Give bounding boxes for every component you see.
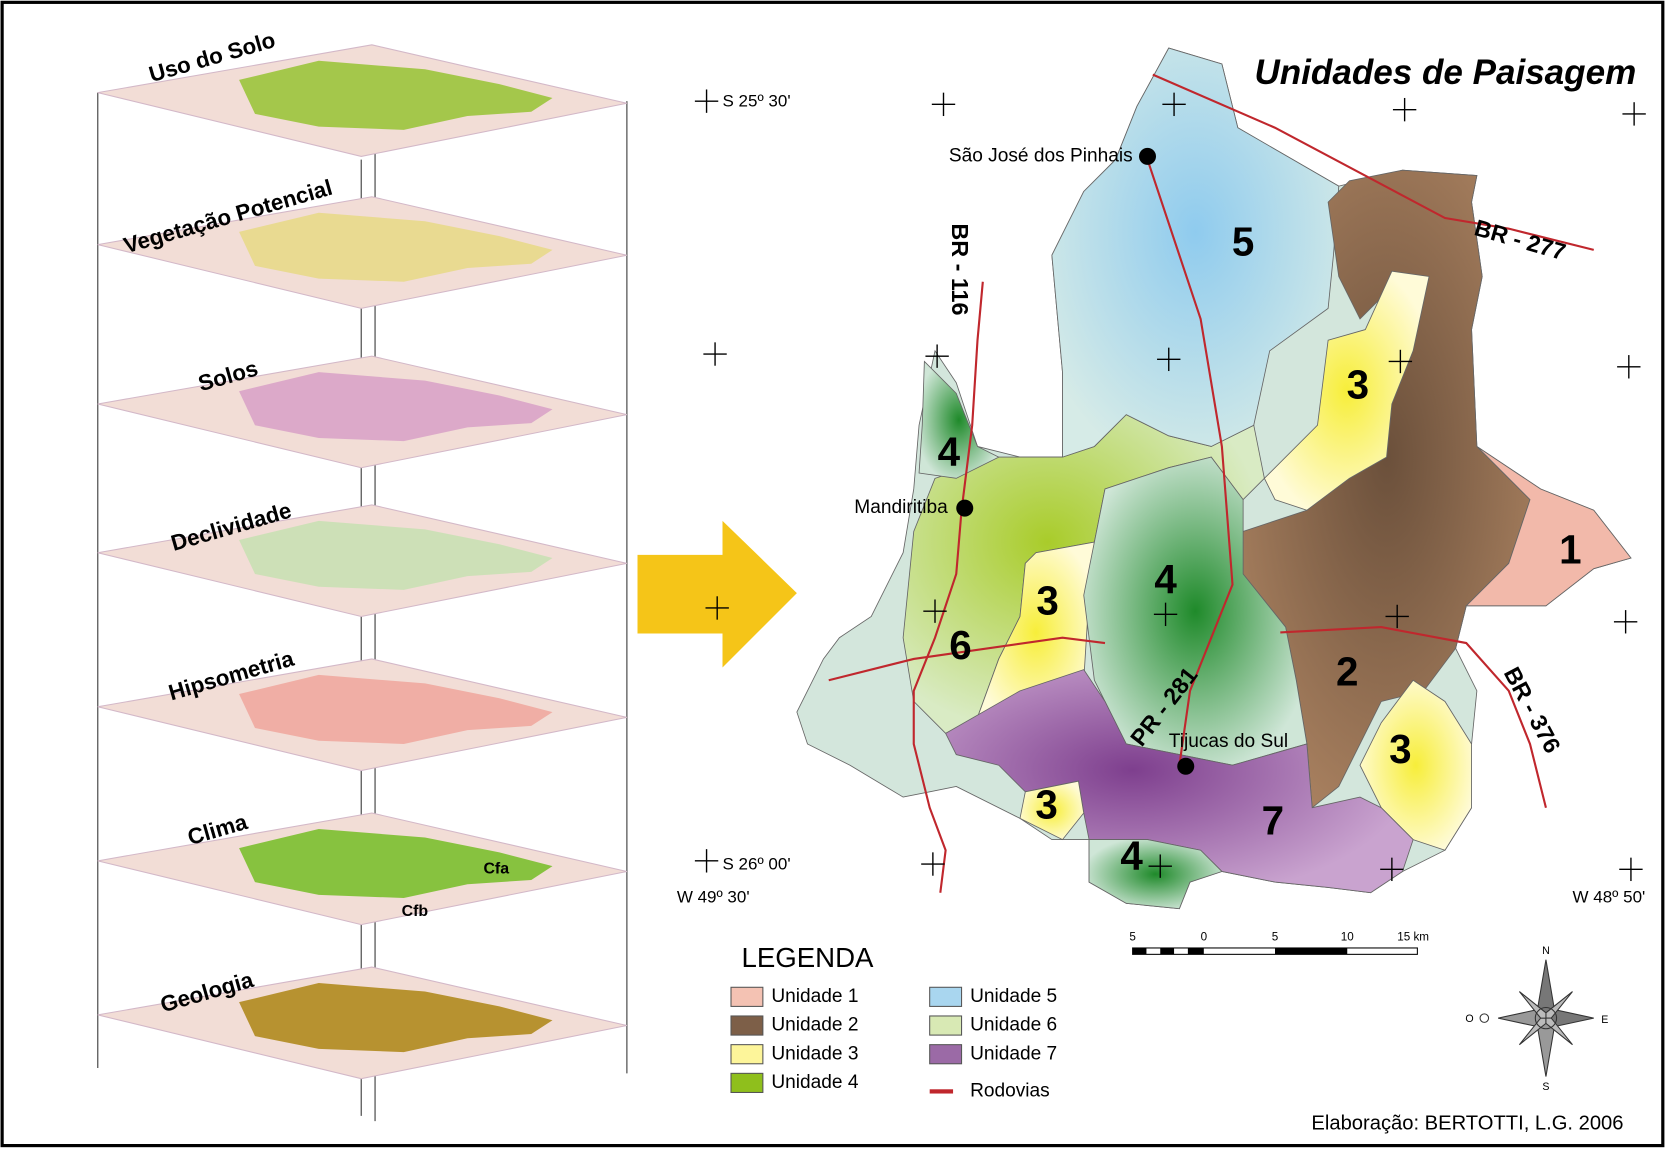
unit-3-region bbox=[1263, 270, 1430, 511]
unit-label: 3 bbox=[1036, 577, 1058, 623]
city-label: São José dos Pinhais bbox=[949, 145, 1133, 166]
unit-label: 4 bbox=[1154, 556, 1177, 602]
road-line bbox=[1146, 159, 1234, 766]
legend-label: Unidade 5 bbox=[970, 986, 1057, 1007]
scale-label: 5 bbox=[1129, 930, 1136, 943]
unit-label: 3 bbox=[1389, 726, 1411, 772]
layer-map bbox=[239, 674, 553, 744]
legend-label: Unidade 7 bbox=[970, 1043, 1057, 1064]
legend-label: Unidade 2 bbox=[771, 1015, 858, 1036]
legend-swatch bbox=[929, 1015, 963, 1036]
layer-map bbox=[239, 372, 553, 442]
legend-title: LEGENDA bbox=[742, 942, 875, 973]
legend-swatch bbox=[730, 1072, 764, 1093]
clima-label: Cfa bbox=[483, 861, 509, 878]
legend-swatch bbox=[929, 986, 963, 1007]
legend-swatch bbox=[730, 1015, 764, 1036]
graticule bbox=[694, 89, 1646, 882]
coordinate-label: W 48º 50' bbox=[1573, 888, 1646, 907]
city-dot bbox=[1177, 757, 1195, 775]
legend-swatch bbox=[929, 1044, 963, 1065]
city-dot bbox=[956, 499, 974, 517]
unit-label: 5 bbox=[1232, 218, 1254, 264]
credit: Elaboração: BERTOTTI, L.G. 2006 bbox=[1311, 1113, 1623, 1135]
layer-map bbox=[239, 520, 553, 590]
unit-label: 7 bbox=[1262, 797, 1284, 843]
compass: N E S O bbox=[1465, 945, 1608, 1093]
unit-label: 4 bbox=[938, 429, 961, 475]
layer-map bbox=[239, 60, 553, 130]
unit-label: 3 bbox=[1035, 781, 1057, 827]
legend-label: Unidade 6 bbox=[970, 1015, 1057, 1036]
unit-label: 2 bbox=[1336, 649, 1358, 695]
legend: Unidade 1 Unidade 2 Unidade 3 Unidade 4 Unid… bbox=[730, 986, 1057, 1101]
unit-4-region bbox=[1088, 839, 1223, 910]
city-dot bbox=[1139, 147, 1156, 165]
road-line bbox=[1152, 73, 1595, 251]
unit-label: 6 bbox=[949, 622, 971, 668]
layer-map bbox=[239, 828, 553, 899]
city-label: Mandiritiba bbox=[854, 497, 948, 518]
compass-label: O bbox=[1465, 1013, 1473, 1025]
unit-label: 4 bbox=[1120, 832, 1143, 878]
map bbox=[796, 47, 1632, 910]
road-line bbox=[828, 636, 1106, 682]
compass-label: E bbox=[1601, 1014, 1608, 1026]
layer-map bbox=[239, 983, 553, 1053]
city-label: Tijucas do Sul bbox=[1169, 731, 1288, 752]
clima-label: Cfb bbox=[402, 903, 429, 920]
legend-label: Unidade 4 bbox=[771, 1072, 858, 1093]
roads bbox=[828, 73, 1595, 893]
coordinate-label: S 26º 00' bbox=[723, 855, 791, 874]
scale-label: 15 km bbox=[1397, 930, 1429, 943]
coordinate-label: S 25º 30' bbox=[723, 92, 791, 111]
layer-stack bbox=[97, 44, 628, 1122]
scale-label: 10 bbox=[1341, 930, 1354, 943]
legend-swatch bbox=[730, 1044, 764, 1065]
coordinate-label: W 49º 30' bbox=[677, 888, 750, 907]
unit-3-region bbox=[1019, 780, 1085, 841]
road-label: BR - 116 bbox=[947, 223, 973, 315]
layer-map bbox=[239, 212, 553, 282]
legend-label: Unidade 3 bbox=[771, 1043, 858, 1064]
unit-1-region bbox=[1465, 446, 1632, 607]
unit-label: 1 bbox=[1559, 526, 1581, 572]
unit-label: 3 bbox=[1347, 362, 1369, 408]
compass-label: S bbox=[1542, 1081, 1549, 1093]
unit-3-region bbox=[1359, 679, 1472, 851]
legend-label: Unidade 1 bbox=[771, 986, 858, 1007]
road-line bbox=[1280, 626, 1547, 808]
scale-bar bbox=[1132, 947, 1418, 955]
compass-label: N bbox=[1542, 945, 1550, 957]
legend-swatch bbox=[730, 986, 764, 1007]
legend-label: Rodovias bbox=[970, 1080, 1050, 1101]
unit-4-region bbox=[918, 360, 1000, 479]
map-title: Unidades de Paisagem bbox=[1254, 53, 1636, 92]
legend-line bbox=[929, 1089, 954, 1094]
scale-label: 0 bbox=[1201, 930, 1208, 943]
unit-5-region bbox=[1051, 47, 1340, 458]
arrow bbox=[637, 520, 797, 668]
scale-label: 5 bbox=[1272, 930, 1279, 943]
road-line bbox=[912, 281, 984, 893]
